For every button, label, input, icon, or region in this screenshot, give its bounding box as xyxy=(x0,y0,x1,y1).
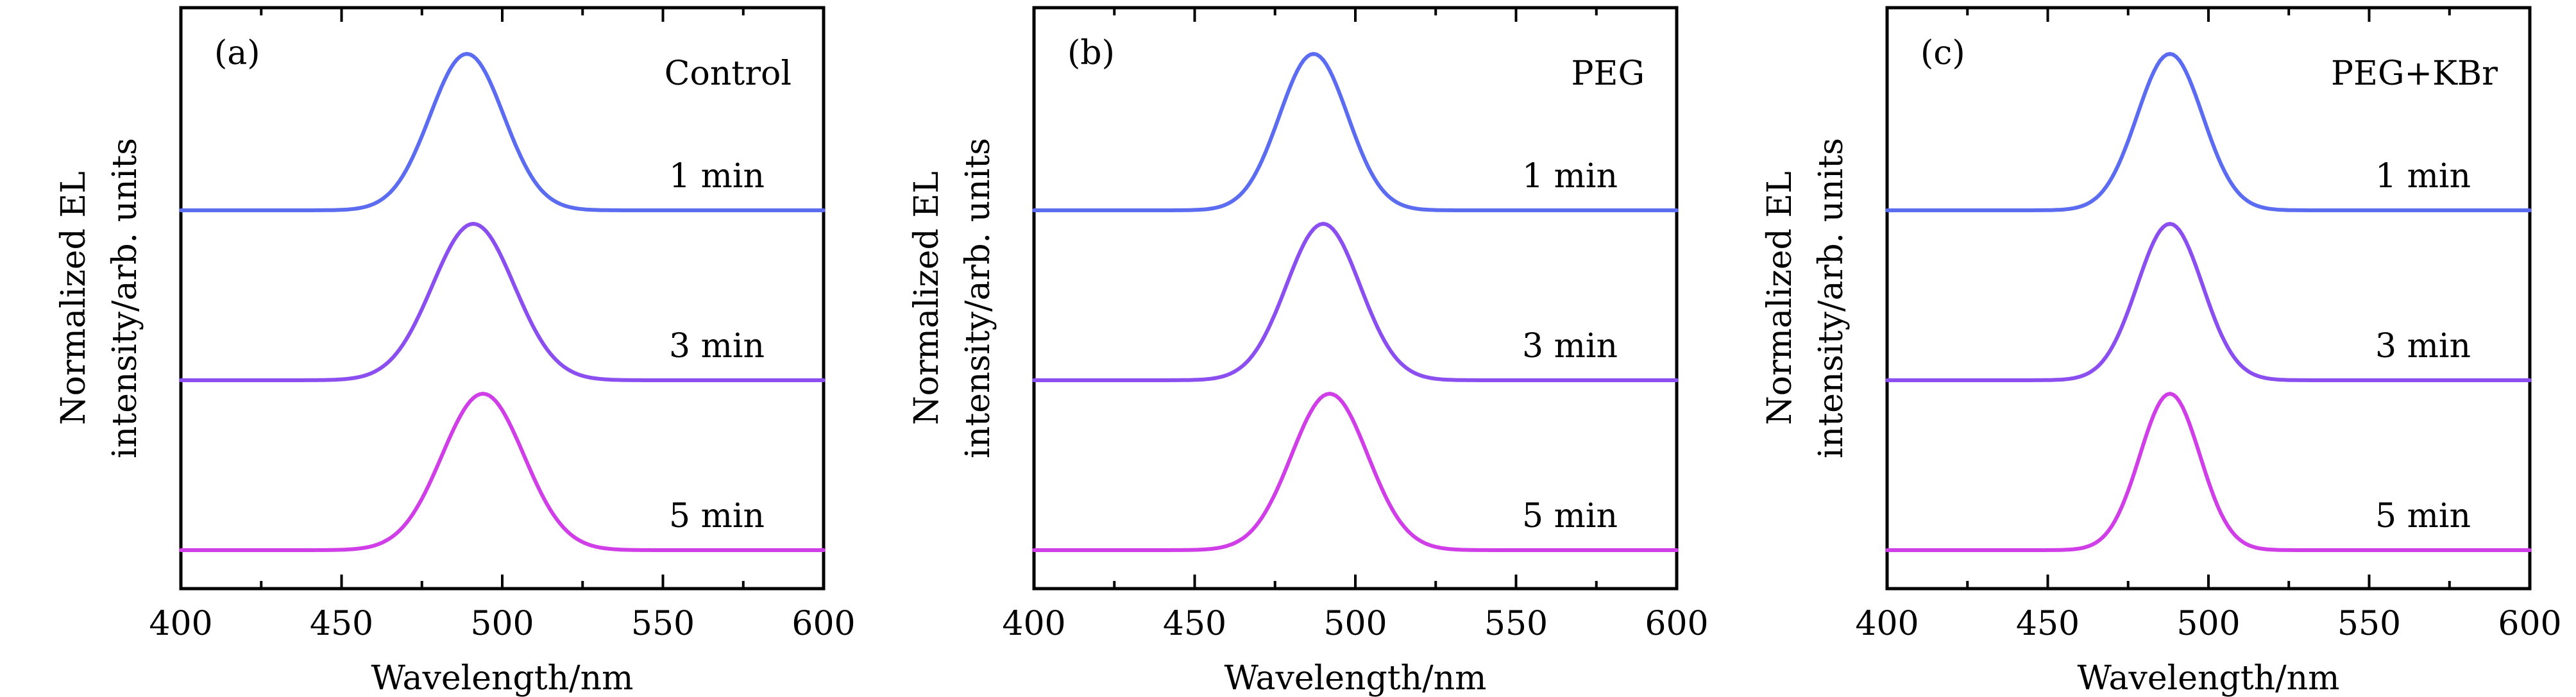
panel-a: 400 450 500 550 600 Wavelength/nm Normalized E… xyxy=(55,6,856,697)
spectrum-line xyxy=(179,52,826,212)
sample-label: PEG+KBr xyxy=(2331,55,2498,93)
y-axis-label-line2: intensity/arb. units xyxy=(959,138,997,458)
spectrum-line xyxy=(1885,222,2532,382)
x-tick-label: 600 xyxy=(792,605,855,643)
y-axis-label-line1: Normalized EL xyxy=(1761,171,1799,425)
x-axis-label: Wavelength/nm xyxy=(1224,659,1487,697)
spectrum-line xyxy=(1032,52,1679,212)
series-label: 5 min xyxy=(669,497,765,535)
panel-tag: (a) xyxy=(214,34,260,72)
series-label: 3 min xyxy=(669,327,765,365)
x-tick-label: 400 xyxy=(1002,605,1065,643)
series-label: 1 min xyxy=(1522,157,1618,196)
x-tick-label: 450 xyxy=(310,605,373,643)
x-tick-label: 600 xyxy=(2498,605,2561,643)
x-tick-label: 450 xyxy=(1163,605,1226,643)
sample-label: PEG xyxy=(1572,55,1645,93)
x-tick-label: 550 xyxy=(631,605,695,643)
panel-c: 400 450 500 550 600 Wavelength/nm Normalized E… xyxy=(1761,6,2562,697)
y-axis-label-line2: intensity/arb. units xyxy=(106,138,144,458)
series-label: 1 min xyxy=(2375,157,2471,196)
x-tick-label: 450 xyxy=(2016,605,2080,643)
y-axis-label-line2: intensity/arb. units xyxy=(1812,138,1851,458)
x-tick-label: 550 xyxy=(2337,605,2401,643)
series-label: 3 min xyxy=(1522,327,1618,365)
panel-tag: (b) xyxy=(1067,34,1115,72)
panel-tag: (c) xyxy=(1920,34,1965,72)
sample-label: Control xyxy=(665,55,792,93)
x-tick-label: 500 xyxy=(2176,605,2240,643)
x-tick-label: 400 xyxy=(1855,605,1919,643)
x-axis-label: Wavelength/nm xyxy=(2078,659,2340,697)
series-label: 5 min xyxy=(2375,497,2471,535)
x-tick-label: 500 xyxy=(1323,605,1387,643)
y-axis-label-line1: Normalized EL xyxy=(55,171,93,425)
x-tick-label: 550 xyxy=(1484,605,1548,643)
x-tick-label: 400 xyxy=(149,605,212,643)
series-label: 1 min xyxy=(669,157,765,196)
x-tick-label: 600 xyxy=(1645,605,1708,643)
series-label: 3 min xyxy=(2375,327,2471,365)
spectrum-line xyxy=(1032,392,1679,552)
spectrum-line xyxy=(1885,392,2532,552)
spectrum-line xyxy=(179,222,826,382)
x-axis-label: Wavelength/nm xyxy=(371,659,634,697)
spectrum-line xyxy=(1032,222,1679,382)
series-label: 5 min xyxy=(1522,497,1618,535)
spectrum-line xyxy=(179,392,826,552)
y-axis-label-line1: Normalized EL xyxy=(908,171,946,425)
spectrum-line xyxy=(1885,52,2532,212)
panel-b: 400 450 500 550 600 Wavelength/nm Normalized E… xyxy=(908,6,1709,697)
x-tick-label: 500 xyxy=(470,605,534,643)
